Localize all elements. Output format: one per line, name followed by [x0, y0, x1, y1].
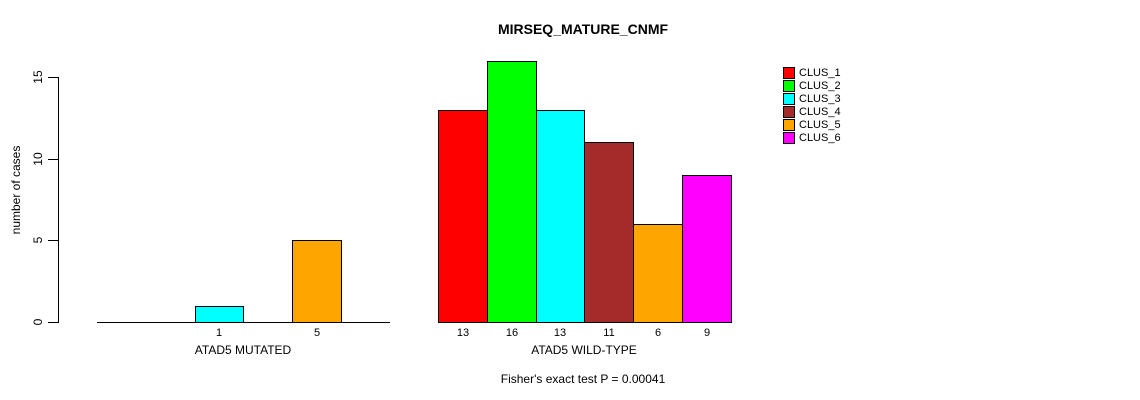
- legend-label-clus_5: CLUS_5: [799, 119, 841, 131]
- legend-label-clus_2: CLUS_2: [799, 80, 841, 92]
- legend-label-clus_4: CLUS_4: [799, 106, 841, 118]
- fisher-test-footnote: Fisher's exact test P = 0.00041: [500, 372, 666, 386]
- group-label-mutated: ATAD5 MUTATED: [194, 343, 292, 357]
- y-axis-line: [58, 77, 59, 323]
- bar-clus_6: [682, 175, 732, 323]
- legend-swatch-clus_5: [783, 119, 795, 131]
- y-tick-label: 10: [31, 152, 45, 166]
- y-tick: [48, 322, 58, 323]
- legend-label-clus_6: CLUS_6: [799, 132, 841, 144]
- bar-clus_4: [584, 142, 634, 323]
- bar-value-label: 11: [603, 327, 615, 339]
- bar-value-label: 13: [553, 327, 567, 339]
- legend-label-clus_1: CLUS_1: [799, 67, 841, 79]
- bar-value-label: 9: [703, 327, 711, 339]
- bar-value-label: 6: [654, 327, 662, 339]
- legend-label-clus_3: CLUS_3: [799, 93, 841, 105]
- legend-swatch-clus_2: [783, 80, 795, 92]
- bar-value-label: 16: [505, 327, 519, 339]
- y-tick-label: 0: [31, 318, 45, 326]
- chart-title: MIRSEQ_MATURE_CNMF: [497, 21, 669, 37]
- group-label-wildtype: ATAD5 WILD-TYPE: [531, 343, 637, 357]
- bar-clus_3: [195, 306, 244, 323]
- y-tick: [48, 77, 58, 78]
- legend-swatch-clus_1: [783, 67, 795, 79]
- bar-value-label: 13: [456, 327, 470, 339]
- legend-swatch-clus_3: [783, 93, 795, 105]
- bar-clus_5: [292, 240, 342, 323]
- bar-clus_5: [633, 224, 683, 323]
- bar-value-label: 5: [313, 327, 321, 339]
- y-tick-label: 5: [31, 236, 45, 244]
- legend-swatch-clus_6: [783, 132, 795, 144]
- bar-value-label: 1: [215, 327, 223, 339]
- legend-swatch-clus_4: [783, 106, 795, 118]
- bar-clus_3: [536, 110, 585, 323]
- bar-clus_2: [487, 61, 537, 323]
- bar-clus_1: [438, 110, 488, 323]
- y-tick: [48, 159, 58, 160]
- y-tick-label: 15: [31, 70, 45, 84]
- y-tick: [48, 240, 58, 241]
- y-axis-label: number of cases: [9, 145, 23, 235]
